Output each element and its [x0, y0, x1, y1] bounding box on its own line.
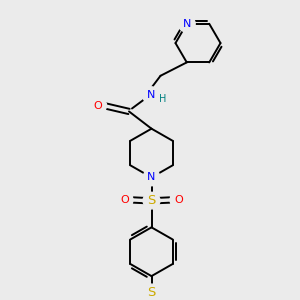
Text: S: S [147, 194, 156, 207]
Circle shape [90, 97, 106, 114]
Circle shape [143, 284, 160, 300]
Text: S: S [147, 286, 156, 299]
Text: O: O [174, 195, 183, 205]
Text: O: O [94, 100, 103, 110]
Circle shape [178, 16, 195, 32]
Text: N: N [147, 172, 156, 182]
Text: H: H [159, 94, 167, 104]
Circle shape [170, 192, 187, 208]
Text: N: N [147, 90, 155, 100]
Circle shape [142, 87, 159, 103]
Text: O: O [120, 195, 129, 205]
Circle shape [143, 169, 160, 186]
Circle shape [116, 192, 133, 208]
Circle shape [143, 192, 160, 209]
Text: N: N [183, 19, 191, 29]
